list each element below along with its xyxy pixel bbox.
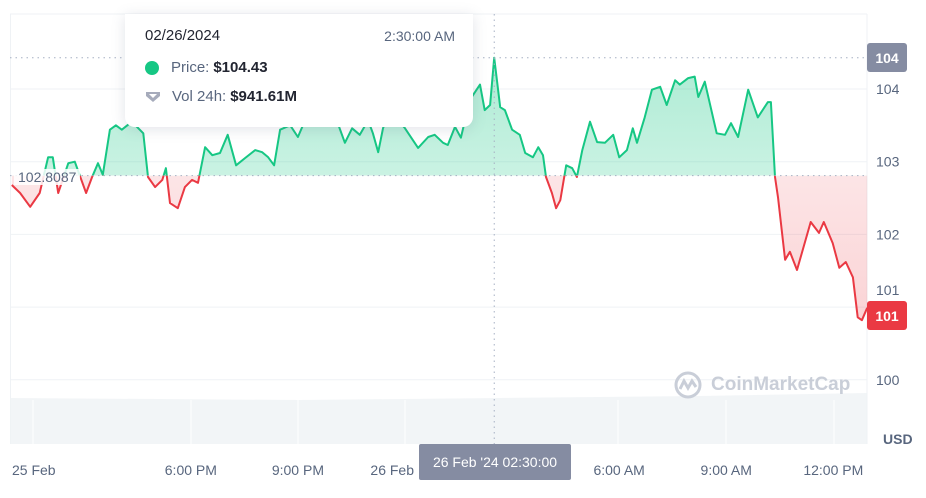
price-line-down (11, 175, 869, 322)
watermark-text: CoinMarketCap (711, 374, 851, 395)
area-above-baseline (43, 57, 775, 176)
currency-label: USD (883, 431, 913, 447)
y-tick-label: 102 (876, 226, 900, 242)
baseline-label: 102.8087 (14, 169, 81, 185)
x-tick-label: 9:00 AM (701, 462, 752, 478)
tooltip-date: 02/26/2024 (145, 27, 221, 44)
hover-price-badge: 104 (867, 43, 907, 72)
x-tick-label: 25 Feb (12, 462, 56, 478)
tooltip-volume-value: $941.61M (230, 88, 297, 105)
price-dot-icon (145, 60, 159, 75)
price-line-up (42, 56, 776, 176)
area-below-baseline (11, 175, 868, 321)
y-tick-label: 100 (876, 372, 900, 388)
x-tick-label: 6:00 AM (593, 462, 644, 478)
volume-area (10, 393, 867, 444)
volume-band (10, 393, 867, 444)
volume-icon (146, 91, 160, 102)
cursor-time-label: 26 Feb '24 02:30:00 (419, 444, 571, 480)
tooltip-price-label: Price: (171, 59, 210, 76)
x-tick-label: 9:00 PM (272, 462, 324, 478)
tooltip-volume-label: Vol 24h: (172, 88, 227, 105)
y-tick-label: 103 (876, 154, 900, 170)
x-tick-label: 6:00 PM (165, 462, 217, 478)
chart-tooltip: 02/26/2024 2:30:00 AM Price: $104.43 Vol… (125, 14, 473, 127)
tooltip-price-value: $104.43 (213, 59, 268, 76)
watermark: CoinMarketCap (673, 370, 850, 400)
tooltip-time: 2:30:00 AM (384, 28, 455, 44)
x-tick-label: 26 Feb (370, 462, 414, 478)
current-price-badge: 101 (867, 301, 907, 330)
y-tick-label: 104 (876, 81, 900, 97)
y-tick-label: 101 (876, 282, 900, 298)
coinmarketcap-logo-icon (674, 371, 702, 399)
x-tick-label: 12:00 PM (803, 462, 863, 478)
